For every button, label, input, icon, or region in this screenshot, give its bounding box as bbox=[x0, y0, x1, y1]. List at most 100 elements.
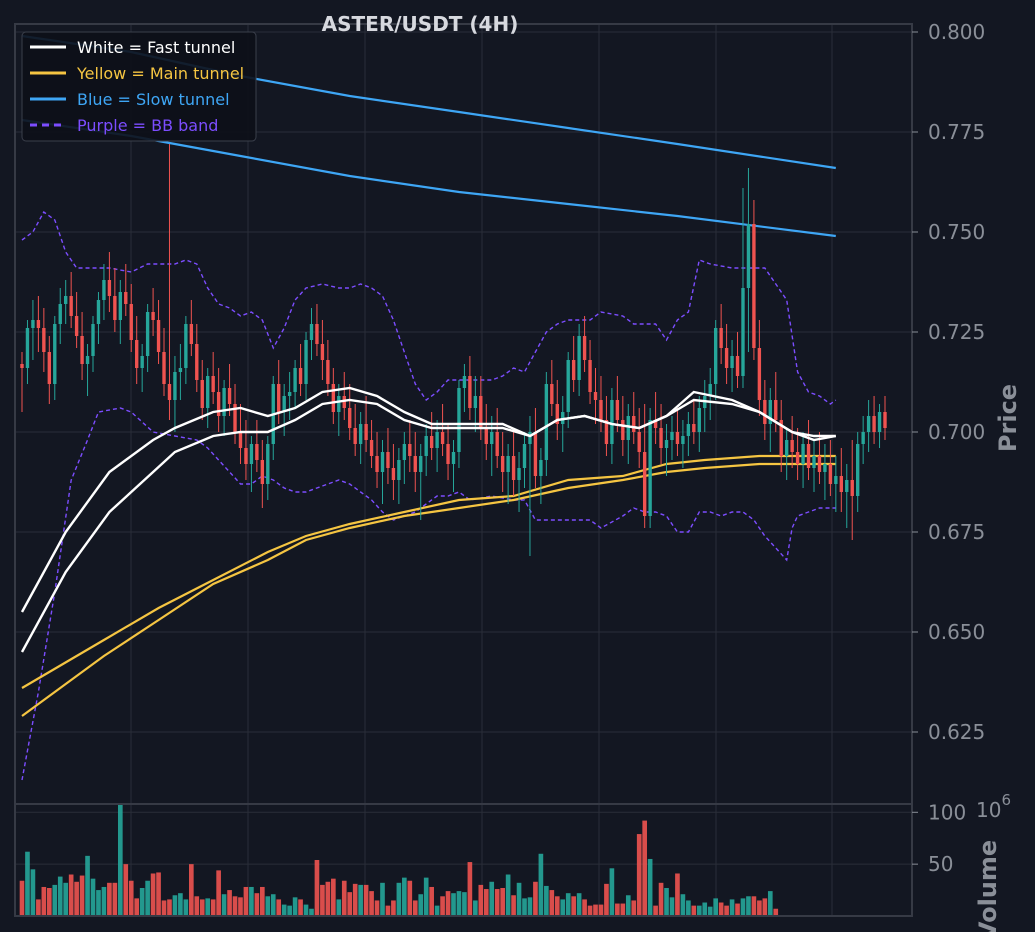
candle bbox=[659, 404, 663, 464]
price-tick-label: 0.750 bbox=[928, 220, 985, 244]
candle bbox=[167, 144, 172, 420]
volume-bar bbox=[434, 905, 440, 916]
candle bbox=[331, 368, 336, 424]
candle-body bbox=[735, 356, 740, 376]
candle-body bbox=[801, 444, 805, 464]
candle bbox=[364, 396, 368, 452]
candle bbox=[293, 360, 297, 408]
volume-bar bbox=[462, 892, 467, 916]
candle-body bbox=[107, 280, 112, 296]
price-tick-label: 0.650 bbox=[928, 620, 985, 644]
candle-body bbox=[637, 432, 641, 452]
volume-bar bbox=[221, 894, 227, 916]
volume-bar bbox=[664, 888, 669, 916]
volume-bar bbox=[735, 903, 740, 916]
candle bbox=[102, 264, 106, 320]
volume-bar bbox=[489, 881, 495, 916]
volume-bar bbox=[238, 897, 243, 916]
candle-body bbox=[298, 368, 303, 384]
candle-body bbox=[817, 456, 822, 472]
candle-body bbox=[599, 400, 603, 420]
volume-bar bbox=[418, 894, 424, 916]
volume-bar bbox=[669, 897, 675, 916]
candle bbox=[588, 340, 592, 404]
volume-bar bbox=[358, 884, 363, 916]
candle-body bbox=[872, 416, 876, 432]
candle bbox=[124, 264, 128, 316]
volume-bar bbox=[533, 881, 538, 916]
candle-body bbox=[200, 380, 204, 408]
candle bbox=[91, 316, 95, 372]
candle bbox=[741, 188, 745, 388]
candle-body bbox=[413, 456, 417, 472]
candle-body bbox=[353, 428, 357, 444]
candle bbox=[861, 416, 865, 464]
volume-bar bbox=[205, 898, 211, 916]
candle-body bbox=[85, 356, 90, 364]
volume-bar bbox=[642, 820, 647, 916]
volume-bar bbox=[178, 893, 183, 916]
volume-bar bbox=[320, 884, 325, 916]
candle-body bbox=[479, 396, 483, 428]
volume-bar bbox=[451, 893, 456, 916]
candle bbox=[593, 368, 598, 424]
volume-bar bbox=[746, 896, 751, 916]
volume-bar bbox=[729, 899, 735, 916]
candle-body bbox=[91, 324, 95, 356]
volume-bar bbox=[161, 900, 167, 916]
volume-bar bbox=[582, 899, 587, 916]
candle-body bbox=[266, 444, 270, 484]
price-axis-label: Price bbox=[994, 384, 1022, 452]
candle-body bbox=[211, 376, 215, 392]
fast-tunnel-lines bbox=[20, 386, 837, 653]
candle-body bbox=[47, 352, 52, 384]
volume-bar bbox=[396, 882, 402, 916]
candle-body bbox=[779, 420, 783, 456]
volume-bar bbox=[429, 886, 434, 916]
volume-bar bbox=[30, 869, 36, 916]
candle-body bbox=[287, 392, 292, 396]
candle bbox=[386, 428, 390, 484]
candle bbox=[511, 432, 516, 496]
volume-bar bbox=[473, 900, 478, 916]
volume-bar bbox=[107, 882, 112, 916]
candle bbox=[522, 432, 527, 488]
candle-body bbox=[741, 288, 745, 376]
fast-tunnel-lower bbox=[20, 398, 837, 653]
volume-bar bbox=[265, 896, 271, 916]
candle-body bbox=[337, 396, 341, 412]
candle bbox=[806, 420, 811, 480]
candle bbox=[544, 372, 549, 476]
volume-bar bbox=[571, 896, 576, 916]
candle bbox=[200, 360, 204, 420]
candle bbox=[391, 444, 396, 500]
candle bbox=[719, 304, 723, 364]
candle-body bbox=[795, 452, 800, 464]
candle bbox=[839, 448, 843, 512]
candle-body bbox=[571, 360, 576, 380]
candle-body bbox=[129, 304, 133, 340]
candle-body bbox=[457, 388, 461, 452]
volume-bar bbox=[36, 899, 41, 916]
candle-body bbox=[642, 452, 647, 516]
multiplier-base: 10 bbox=[976, 798, 1001, 822]
volume-bar bbox=[440, 896, 445, 916]
volume-bar bbox=[41, 886, 47, 916]
candle bbox=[402, 432, 407, 484]
volume-bar bbox=[90, 878, 96, 916]
candle bbox=[817, 432, 822, 484]
candle bbox=[539, 448, 543, 504]
candle-body bbox=[866, 416, 871, 432]
volume-bar bbox=[369, 891, 374, 916]
candle bbox=[189, 300, 194, 356]
candle-body bbox=[500, 456, 505, 472]
candle-body bbox=[697, 408, 701, 432]
chart-title: ASTER/USDT (4H) bbox=[322, 12, 519, 36]
candle bbox=[566, 352, 570, 428]
candle bbox=[69, 272, 73, 328]
legend-box bbox=[21, 31, 257, 142]
candle-body bbox=[861, 432, 865, 444]
candle bbox=[413, 432, 417, 492]
volume-bar bbox=[544, 885, 549, 916]
volume-bar bbox=[352, 883, 358, 916]
